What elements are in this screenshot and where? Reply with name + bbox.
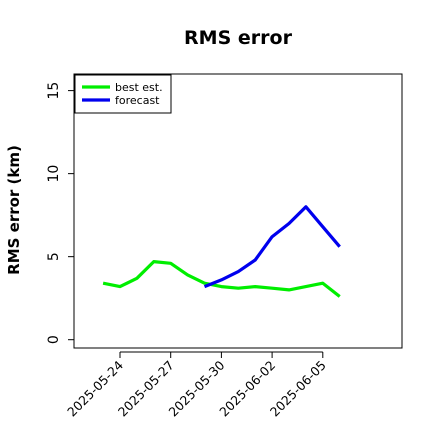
y-tick-label: 5 — [46, 252, 62, 261]
chart-title: RMS error — [184, 27, 293, 49]
x-axis: 2025-05-242025-05-272025-05-302025-06-02… — [64, 351, 329, 419]
legend-label: best est. — [115, 81, 163, 94]
plot-frame — [73, 73, 403, 349]
y-axis-label: RMS error (km) — [5, 145, 23, 275]
y-tick-label: 15 — [46, 82, 62, 100]
legend-box — [74, 74, 172, 114]
series-line-best-est — [102, 260, 341, 298]
legend: best est.forecast — [74, 74, 172, 114]
series-layer — [102, 205, 341, 298]
legend-label: forecast — [115, 94, 160, 107]
y-tick-label: 10 — [46, 165, 62, 183]
series-line-forecast — [203, 205, 341, 289]
y-tick-label: 0 — [46, 335, 62, 344]
y-axis: 0 5 10 15 — [46, 82, 74, 344]
